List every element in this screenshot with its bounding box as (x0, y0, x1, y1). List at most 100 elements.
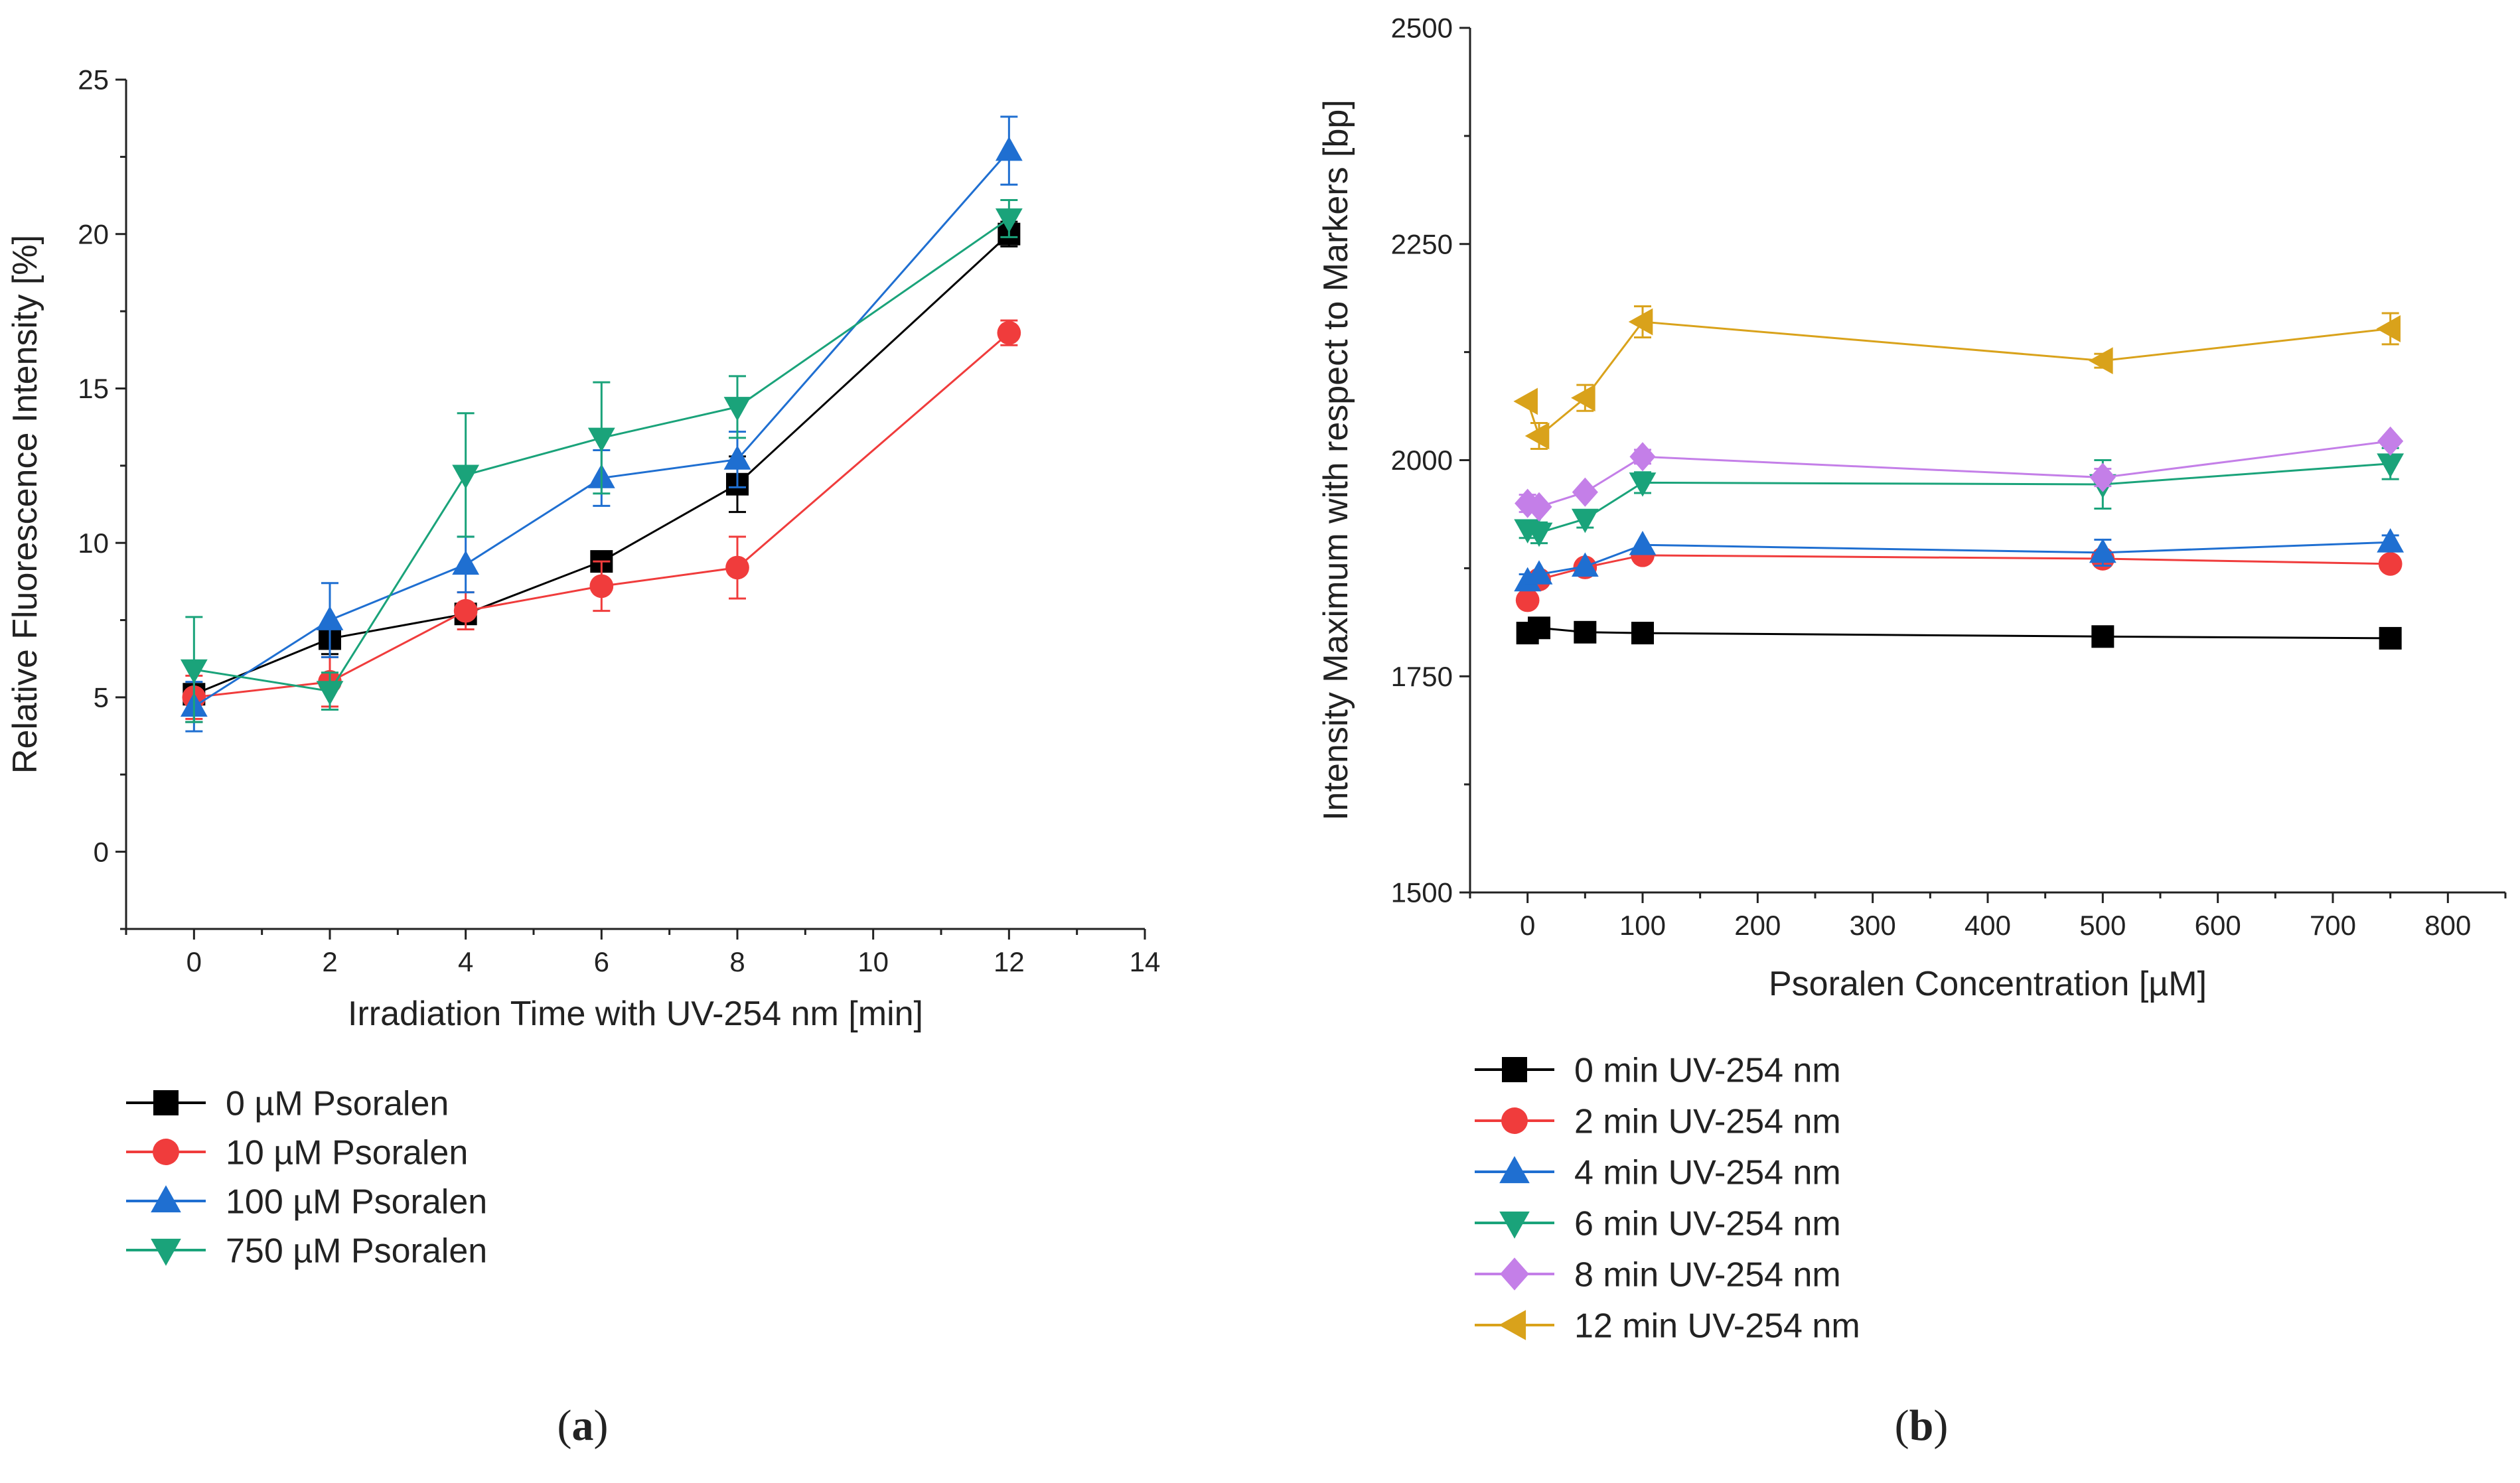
data-point (2091, 625, 2114, 648)
legend-marker (1499, 1310, 1526, 1340)
series-3 (180, 199, 1023, 723)
series-line (194, 332, 1010, 699)
x-tick-label: 6 (594, 946, 609, 977)
panel-label: (a) (557, 1401, 609, 1450)
x-axis-label: Irradiation Time with UV-254 nm [min] (348, 995, 923, 1033)
legend-label: 12 min UV-254 nm (1574, 1307, 1860, 1346)
legend-marker (1499, 1211, 1530, 1239)
data-point (316, 606, 344, 630)
data-point (589, 574, 614, 599)
legend-entry: 0 µM Psoralen (126, 1085, 449, 1123)
data-point (1572, 477, 1598, 507)
legend: 0 min UV-254 nm 2 min UV-254 nm 4 min UV-2… (1475, 1052, 1860, 1346)
data-point (1513, 388, 1538, 415)
legend-entry: 2 min UV-254 nm (1475, 1103, 1841, 1141)
legend-marker (153, 1090, 179, 1115)
data-point (723, 445, 751, 470)
data-point (2377, 528, 2405, 553)
x-tick-label: 0 (186, 946, 202, 977)
y-axis-label: Intensity Maximum with respect to Marker… (1317, 100, 1355, 821)
x-tick-label: 100 (1619, 910, 1666, 941)
data-point (1526, 492, 1552, 522)
legend-entry: 6 min UV-254 nm (1475, 1205, 1841, 1243)
x-tick-label: 200 (1734, 910, 1781, 941)
series-5 (1513, 305, 2401, 451)
data-point (1525, 522, 1553, 547)
x-tick-label: 4 (458, 946, 473, 977)
data-point (452, 464, 480, 490)
x-tick-label: 300 (1850, 910, 1896, 941)
data-point (316, 681, 344, 705)
legend-marker (1502, 1057, 1527, 1082)
y-tick-label: 2250 (1391, 228, 1453, 259)
legend-entry: 12 min UV-254 nm (1475, 1307, 1860, 1346)
data-point (1571, 552, 1599, 577)
legend-entry: 4 min UV-254 nm (1475, 1154, 1841, 1192)
panel-label: (b) (1895, 1401, 1949, 1450)
series-line (1527, 440, 2391, 508)
y-tick-label: 0 (94, 836, 109, 867)
x-tick-label: 0 (1520, 910, 1535, 941)
series-line (193, 150, 1010, 708)
series-line (194, 218, 1010, 693)
series-4 (1515, 426, 2404, 522)
y-tick-label: 1500 (1391, 877, 1453, 908)
data-point (1629, 530, 1657, 555)
data-point (452, 550, 480, 575)
x-tick-label: 800 (2424, 910, 2471, 941)
legend-label: 10 µM Psoralen (226, 1134, 468, 1172)
data-point (2089, 462, 2116, 492)
series-line (1527, 462, 2391, 534)
legend-entry: 8 min UV-254 nm (1475, 1256, 1841, 1295)
legend-label: 100 µM Psoralen (226, 1183, 487, 1222)
series-line (1526, 554, 2391, 601)
legend-label: 0 min UV-254 nm (1574, 1052, 1841, 1090)
legend-label: 750 µM Psoralen (226, 1232, 487, 1271)
x-tick-label: 400 (1964, 910, 2011, 941)
legend-entry: 10 µM Psoralen (126, 1134, 468, 1172)
data-point (1631, 622, 1654, 645)
data-point (1629, 442, 1656, 472)
chart-panel-a: 0 5 10 15 20 25 0 2 4 6 8 10 12 14 Irradiation Time wi… (6, 64, 1160, 1450)
series-0 (1516, 616, 2402, 650)
legend: 0 µM Psoralen 10 µM Psoralen 100 µM Psoral… (126, 1085, 487, 1271)
legend-label: 2 min UV-254 nm (1574, 1103, 1841, 1141)
legend-label: 0 µM Psoralen (226, 1085, 449, 1123)
legend-marker (1501, 1107, 1528, 1134)
y-tick-label: 1750 (1391, 661, 1453, 692)
x-tick-label: 8 (729, 946, 745, 977)
data-point (1574, 620, 1597, 644)
x-tick-label: 500 (2079, 910, 2126, 941)
data-point (2378, 552, 2403, 576)
legend-marker (153, 1139, 179, 1165)
legend-label: 6 min UV-254 nm (1574, 1205, 1841, 1243)
data-point (2377, 426, 2404, 456)
y-tick-label: 2500 (1391, 13, 1453, 44)
data-point (180, 659, 208, 684)
y-tick-label: 5 (94, 682, 109, 713)
x-tick-label: 14 (1130, 946, 1161, 977)
x-axis-label: Psoralen Concentration [µM] (1769, 965, 2207, 1003)
legend-entry: 0 min UV-254 nm (1475, 1052, 1841, 1090)
series-1 (182, 319, 1021, 720)
legend-marker (1500, 1257, 1529, 1291)
data-point (453, 599, 478, 623)
legend-entry: 750 µM Psoralen (126, 1232, 487, 1271)
data-point (2376, 315, 2401, 342)
data-point (2377, 453, 2405, 478)
legend-label: 8 min UV-254 nm (1574, 1256, 1841, 1295)
legend-marker (151, 1185, 181, 1213)
data-point (1524, 422, 1550, 450)
x-tick-label: 10 (857, 946, 889, 977)
data-point (2379, 626, 2402, 650)
data-point (2089, 347, 2113, 375)
series-line (193, 233, 1010, 695)
data-point (725, 555, 749, 580)
series-line (1526, 320, 2391, 438)
data-point (1629, 472, 1657, 497)
data-point (1515, 588, 1540, 612)
data-point (2089, 538, 2116, 563)
data-point (1528, 616, 1550, 640)
data-point (1571, 384, 1595, 412)
